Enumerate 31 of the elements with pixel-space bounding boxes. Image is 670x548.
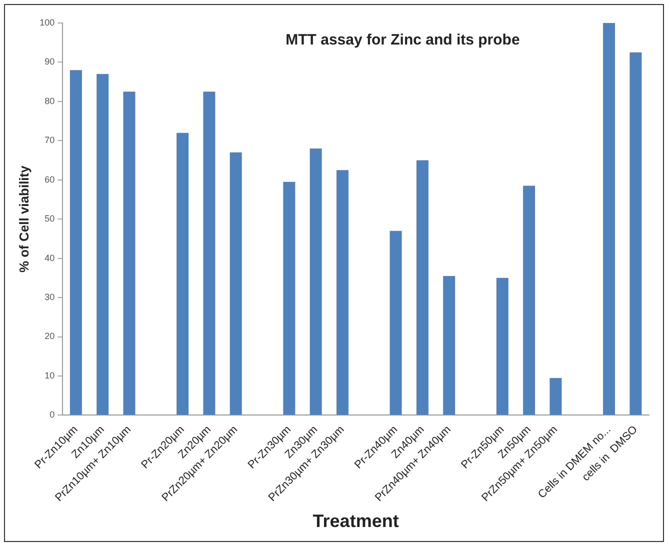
y-tick-label: 40 <box>44 252 55 263</box>
y-tick-label: 50 <box>44 214 55 224</box>
bar <box>123 92 136 415</box>
bar <box>603 23 616 415</box>
bar <box>230 152 242 415</box>
bar <box>203 92 216 415</box>
y-tick-label: 80 <box>44 96 55 106</box>
y-tick-label: 0 <box>50 410 55 420</box>
y-tick-label: 90 <box>44 56 55 67</box>
y-tick-label: 60 <box>44 174 55 184</box>
y-axis-title: % of Cell viability <box>16 164 32 273</box>
y-tick-label: 20 <box>44 331 55 342</box>
bar <box>336 170 348 415</box>
bar <box>96 74 109 415</box>
bar <box>70 70 82 415</box>
bar <box>283 182 296 415</box>
bar <box>630 52 642 415</box>
bar <box>416 160 428 415</box>
bar <box>496 278 508 415</box>
y-tick-label: 70 <box>44 135 55 146</box>
y-tick-label: 30 <box>44 292 55 302</box>
bar <box>390 230 402 415</box>
bar <box>443 276 456 415</box>
x-axis-title: Treatment <box>312 511 399 532</box>
text: MTT assay for Zinc and its probe <box>286 32 520 49</box>
bar <box>310 148 322 415</box>
bar <box>176 132 189 415</box>
bar <box>523 186 536 415</box>
y-tick-label: 100 <box>40 17 55 28</box>
bar <box>550 378 562 415</box>
y-tick-label: 10 <box>44 370 55 380</box>
